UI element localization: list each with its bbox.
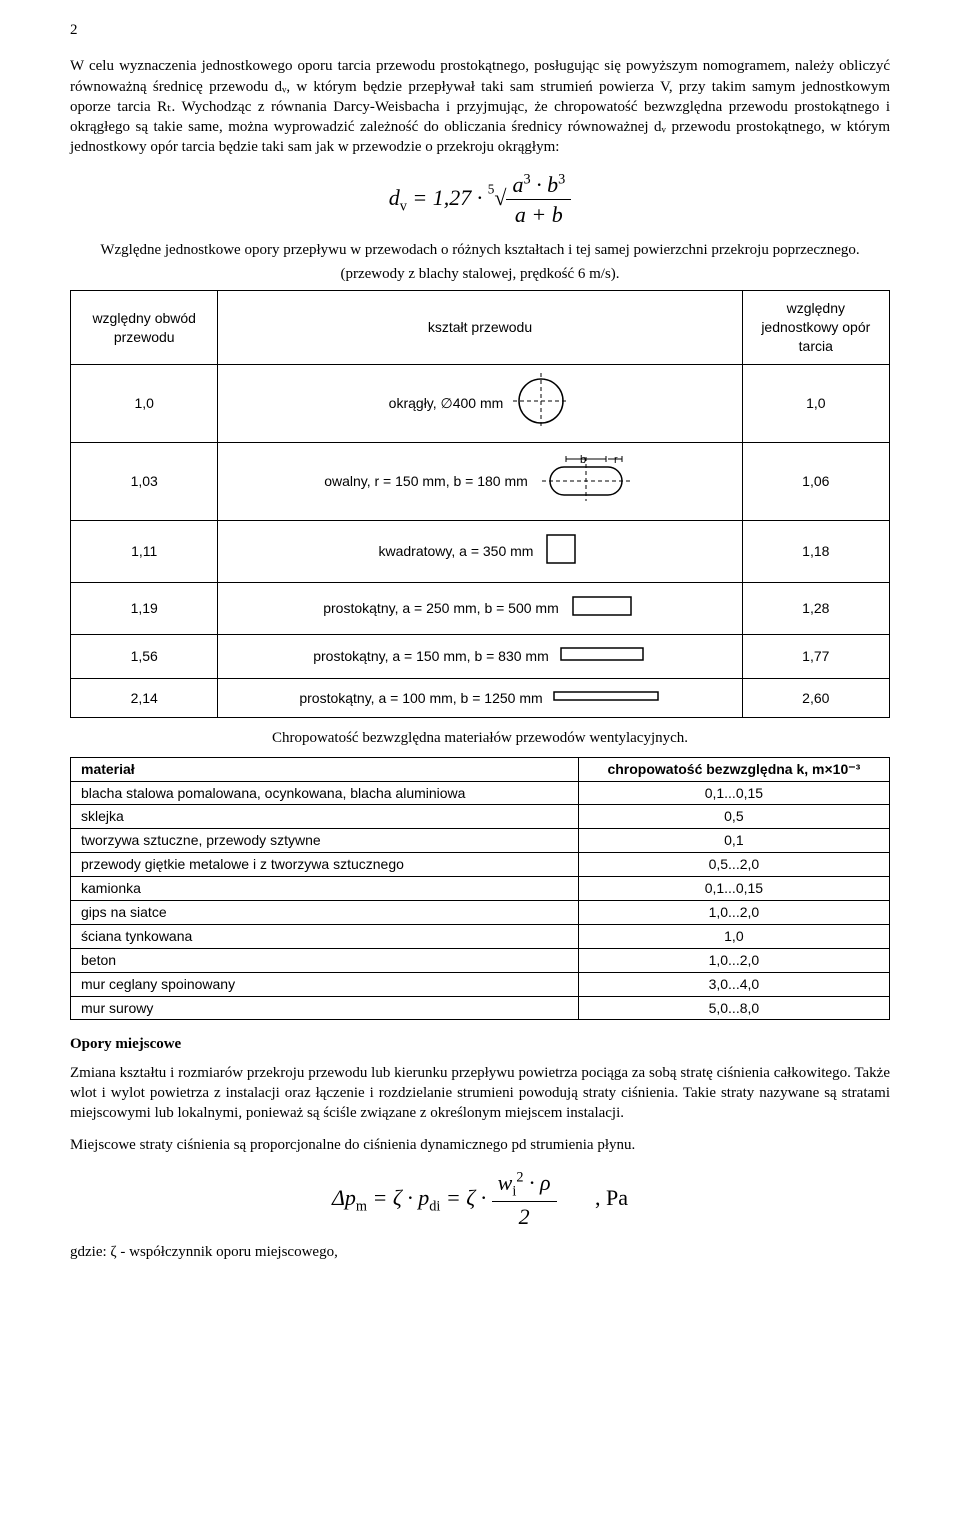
cell-k: 0,1...0,15 bbox=[578, 781, 889, 805]
rough-th-material: materiał bbox=[71, 757, 579, 781]
shapes-caption-1: Względne jednostkowe opory przepływu w p… bbox=[70, 240, 890, 260]
cell-perim: 1,11 bbox=[71, 520, 218, 582]
table-row: mur ceglany spoinowany3,0...4,0 bbox=[71, 972, 890, 996]
cell-k: 0,1...0,15 bbox=[578, 877, 889, 901]
cell-material: przewody giętkie metalowe i z tworzywa s… bbox=[71, 853, 579, 877]
cell-k: 1,0...2,0 bbox=[578, 948, 889, 972]
paragraph-1: W celu wyznaczenia jednostkowego oporu t… bbox=[70, 56, 890, 157]
cell-shape: okrągły, ∅400 mm bbox=[218, 365, 742, 443]
table-row: przewody giętkie metalowe i z tworzywa s… bbox=[71, 853, 890, 877]
table-row: 2,14prostokątny, a = 100 mm, b = 1250 mm… bbox=[71, 678, 890, 718]
table-row: 1,56prostokątny, a = 150 mm, b = 830 mm1… bbox=[71, 634, 890, 678]
paragraph-3: Miejscowe straty ciśnienia są proporcjon… bbox=[70, 1135, 890, 1155]
cell-fric: 2,60 bbox=[742, 678, 889, 718]
cell-perim: 1,03 bbox=[71, 442, 218, 520]
cell-k: 1,0...2,0 bbox=[578, 900, 889, 924]
shapes-th-fric: względny jednostkowy opór tarcia bbox=[742, 291, 889, 365]
page-number: 2 bbox=[70, 20, 890, 40]
shapes-th-shape: kształt przewodu bbox=[218, 291, 742, 365]
svg-text:b: b bbox=[580, 454, 586, 466]
cell-shape: kwadratowy, a = 350 mm bbox=[218, 520, 742, 582]
table-row: 1,19prostokątny, a = 250 mm, b = 500 mm1… bbox=[71, 582, 890, 634]
table-row: 1,03owalny, r = 150 mm, b = 180 mmbr1,06 bbox=[71, 442, 890, 520]
cell-material: gips na siatce bbox=[71, 900, 579, 924]
table-row: kamionka0,1...0,15 bbox=[71, 877, 890, 901]
cell-k: 0,1 bbox=[578, 829, 889, 853]
paragraph-2: Zmiana kształtu i rozmiarów przekroju pr… bbox=[70, 1063, 890, 1124]
table-row: gips na siatce1,0...2,0 bbox=[71, 900, 890, 924]
cell-fric: 1,0 bbox=[742, 365, 889, 443]
cell-material: beton bbox=[71, 948, 579, 972]
table-row: 1,11kwadratowy, a = 350 mm1,18 bbox=[71, 520, 890, 582]
rough-th-k: chropowatość bezwzględna k, m×10⁻³ bbox=[578, 757, 889, 781]
cell-fric: 1,18 bbox=[742, 520, 889, 582]
cell-perim: 1,19 bbox=[71, 582, 218, 634]
table-row: beton1,0...2,0 bbox=[71, 948, 890, 972]
formula-dp: Δpm = ζ · pdi = ζ · wi2 · ρ2 , Pa bbox=[70, 1168, 890, 1232]
shapes-table: względny obwód przewodu kształt przewodu… bbox=[70, 290, 890, 718]
cell-k: 5,0...8,0 bbox=[578, 996, 889, 1020]
cell-k: 3,0...4,0 bbox=[578, 972, 889, 996]
table-row: sklejka0,5 bbox=[71, 805, 890, 829]
cell-material: ściana tynkowana bbox=[71, 924, 579, 948]
table-row: mur surowy5,0...8,0 bbox=[71, 996, 890, 1020]
cell-shape: prostokątny, a = 150 mm, b = 830 mm bbox=[218, 634, 742, 678]
cell-material: kamionka bbox=[71, 877, 579, 901]
cell-material: tworzywa sztuczne, przewody sztywne bbox=[71, 829, 579, 853]
formula-dv: dv = 1,27 · 5√a3 · b3a + b bbox=[70, 170, 890, 230]
shapes-th-perim: względny obwód przewodu bbox=[71, 291, 218, 365]
cell-material: mur surowy bbox=[71, 996, 579, 1020]
cell-k: 0,5...2,0 bbox=[578, 853, 889, 877]
table-row: 1,0okrągły, ∅400 mm1,0 bbox=[71, 365, 890, 443]
cell-shape: owalny, r = 150 mm, b = 180 mmbr bbox=[218, 442, 742, 520]
table-row: ściana tynkowana1,0 bbox=[71, 924, 890, 948]
where-line: gdzie: ζ - współczynnik oporu miejscoweg… bbox=[70, 1242, 890, 1262]
roughness-caption: Chropowatość bezwzględna materiałów prze… bbox=[70, 728, 890, 748]
cell-fric: 1,77 bbox=[742, 634, 889, 678]
cell-material: mur ceglany spoinowany bbox=[71, 972, 579, 996]
table-row: blacha stalowa pomalowana, ocynkowana, b… bbox=[71, 781, 890, 805]
cell-perim: 1,56 bbox=[71, 634, 218, 678]
cell-material: sklejka bbox=[71, 805, 579, 829]
roughness-table: materiał chropowatość bezwzględna k, m×1… bbox=[70, 757, 890, 1021]
cell-shape: prostokątny, a = 250 mm, b = 500 mm bbox=[218, 582, 742, 634]
svg-text:r: r bbox=[614, 454, 618, 466]
shapes-caption-2: (przewody z blachy stalowej, prędkość 6 … bbox=[70, 264, 890, 284]
cell-fric: 1,06 bbox=[742, 442, 889, 520]
cell-material: blacha stalowa pomalowana, ocynkowana, b… bbox=[71, 781, 579, 805]
table-row: tworzywa sztuczne, przewody sztywne0,1 bbox=[71, 829, 890, 853]
section-local-losses: Opory miejscowe bbox=[70, 1034, 890, 1054]
cell-perim: 1,0 bbox=[71, 365, 218, 443]
cell-k: 0,5 bbox=[578, 805, 889, 829]
cell-k: 1,0 bbox=[578, 924, 889, 948]
cell-perim: 2,14 bbox=[71, 678, 218, 718]
cell-shape: prostokątny, a = 100 mm, b = 1250 mm bbox=[218, 678, 742, 718]
cell-fric: 1,28 bbox=[742, 582, 889, 634]
